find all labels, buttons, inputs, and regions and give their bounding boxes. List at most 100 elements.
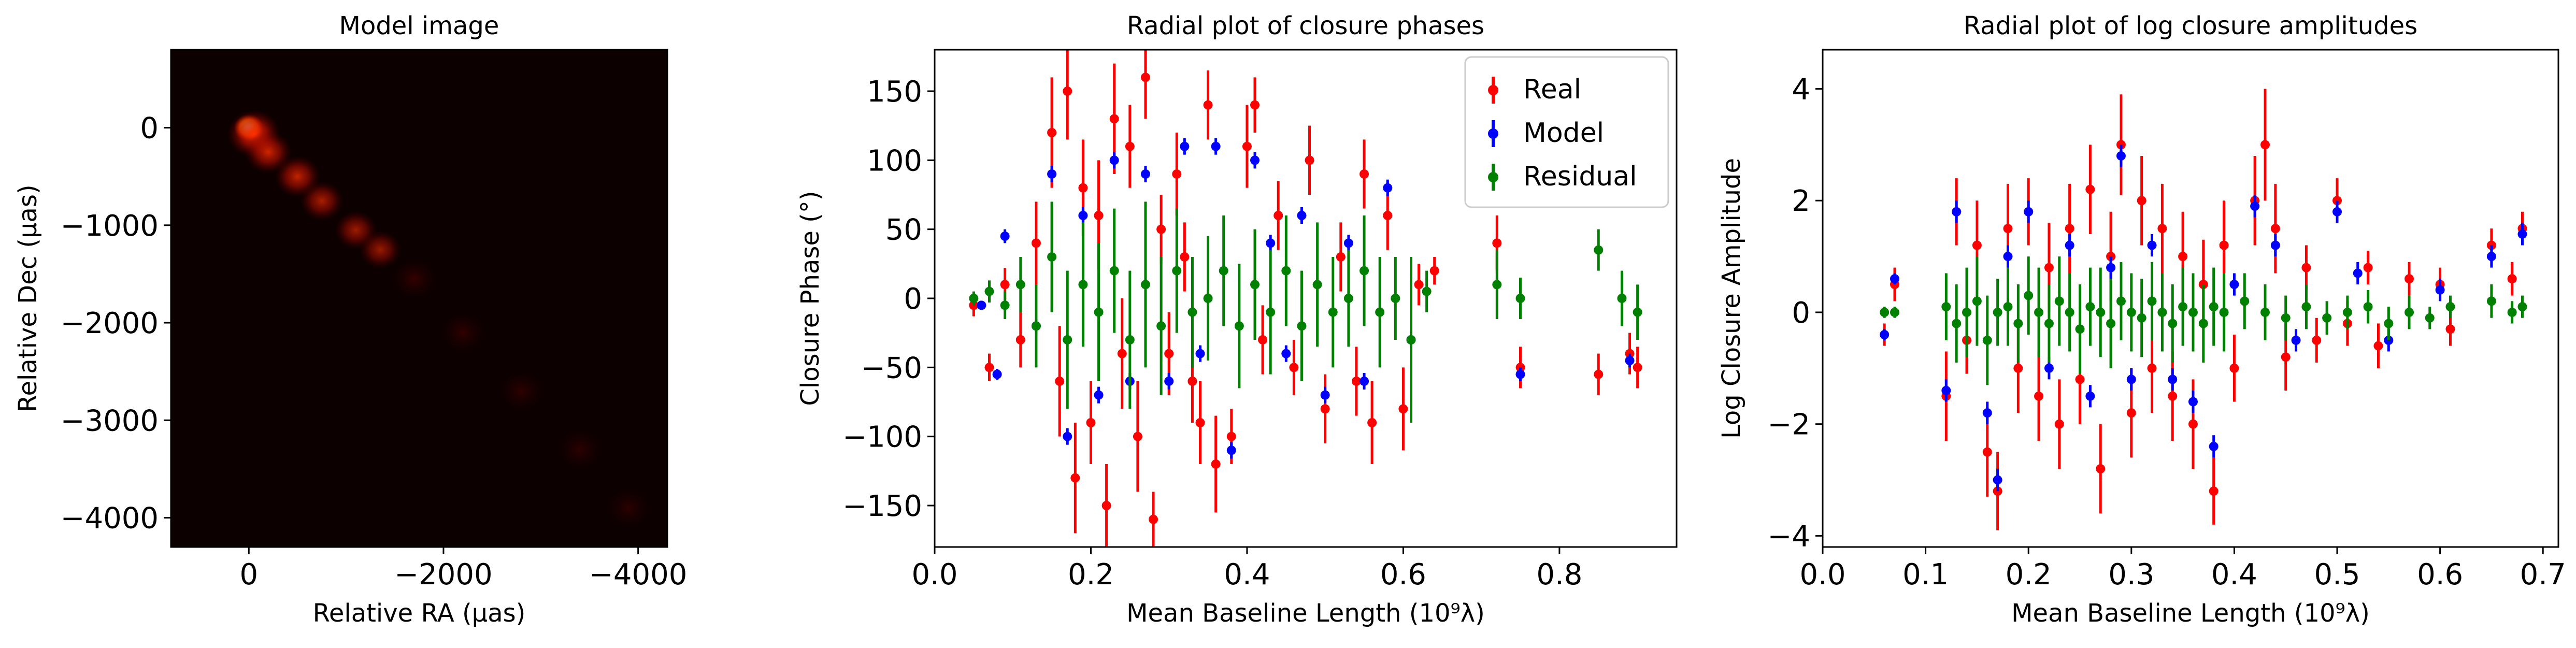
cp-point-model [1140, 169, 1150, 179]
la-point-real [2312, 335, 2322, 345]
cp-y-tick-label: 150 [867, 75, 922, 109]
la-point-model [1880, 330, 1890, 340]
cp-point-residual [1187, 307, 1197, 317]
panel2-xlabel: Mean Baseline Length (10⁹λ) [1126, 599, 1485, 628]
cp-point-real [1383, 211, 1393, 220]
cp-point-residual [1156, 321, 1166, 331]
la-point-residual [2126, 307, 2136, 317]
cp-point-model [1250, 155, 1260, 165]
cp-point-residual [1219, 266, 1228, 276]
la-point-residual [2137, 313, 2146, 323]
la-x-tick-label: 0.1 [1902, 558, 1949, 592]
la-point-real [1982, 447, 1992, 457]
la-point-residual [1880, 307, 1890, 317]
la-y-tick-label: −4 [1767, 520, 1810, 553]
cp-x-tick-label: 0.2 [1068, 558, 1114, 592]
cp-point-residual [1140, 280, 1150, 290]
la-point-residual [1962, 307, 1972, 317]
cp-point-real [1133, 431, 1142, 441]
cp-x-tick-label: 0.0 [911, 558, 957, 592]
closure-phase-data [969, 50, 1642, 547]
cp-point-residual [1422, 286, 1432, 296]
la-point-real [2507, 274, 2517, 284]
cp-point-residual [1250, 280, 1260, 290]
cp-point-model [1078, 211, 1088, 220]
la-y-tick-label: 4 [1792, 73, 1810, 107]
cp-point-real [1273, 211, 1283, 220]
la-point-residual [2085, 302, 2095, 312]
la-point-residual [2106, 319, 2116, 328]
la-point-model [2435, 285, 2445, 295]
la-point-residual [2486, 296, 2496, 306]
la-point-residual [2157, 307, 2167, 317]
la-point-real [2229, 363, 2239, 373]
cp-point-real [1117, 349, 1127, 358]
cp-point-residual [1172, 266, 1182, 276]
cp-point-residual [1266, 307, 1276, 317]
cp-point-model [977, 300, 986, 310]
la-point-residual [2281, 313, 2291, 323]
la-x-tick-label: 0.6 [2417, 558, 2463, 592]
cp-point-real [1211, 459, 1221, 469]
la-point-real [2188, 419, 2198, 429]
cp-point-residual [1312, 280, 1322, 290]
cp-point-model [1211, 141, 1221, 151]
la-point-residual [2209, 302, 2219, 312]
la-point-real [2373, 341, 2383, 351]
cp-point-real [1055, 377, 1065, 386]
cp-point-real [1172, 169, 1182, 179]
cp-series-real [969, 50, 1642, 547]
cp-point-residual [1094, 307, 1104, 317]
image-x-ticks: 0 −2000 −4000 [239, 547, 687, 592]
panel1-title: Model image [339, 11, 499, 40]
cp-point-real [1336, 252, 1346, 262]
la-point-real [2054, 419, 2064, 429]
cp-point-model [1297, 211, 1307, 220]
la-point-real [2281, 352, 2291, 362]
la-point-real [2147, 363, 2157, 373]
cp-point-model [1383, 183, 1393, 193]
legend: Real Model Residual [1464, 56, 1669, 208]
image-component [498, 370, 545, 412]
la-point-real [2168, 391, 2178, 401]
cp-point-residual [1015, 280, 1025, 290]
cp-point-model [1515, 369, 1525, 379]
cp-point-residual [1203, 294, 1213, 303]
cp-point-residual [1047, 252, 1057, 262]
la-point-residual [2425, 313, 2435, 323]
cp-point-residual [1281, 266, 1291, 276]
la-x-tick-label: 0.2 [2006, 558, 2052, 592]
la-point-model [2188, 397, 2198, 407]
cp-point-model [1094, 390, 1104, 400]
la-point-real [2075, 375, 2085, 384]
la-x-tick-label: 0.0 [1799, 558, 1845, 592]
cp-point-real [1429, 266, 1439, 276]
la-point-residual [1982, 335, 1992, 345]
la-point-residual [2384, 319, 2394, 328]
cp-point-residual [984, 286, 994, 296]
cp-point-model [1281, 349, 1291, 358]
panel3-xlabel: Mean Baseline Length (10⁹λ) [2011, 599, 2370, 628]
cp-y-ticks: −150 −100 −50 0 50 100 150 [842, 75, 935, 523]
la-point-residual [2054, 296, 2064, 306]
cp-point-model [1063, 431, 1072, 441]
cp-point-residual [1359, 266, 1369, 276]
cp-point-real [1140, 73, 1150, 82]
la-point-residual [2363, 302, 2373, 312]
cp-point-residual [1297, 321, 1307, 331]
image-y-ticks: 0 −1000 −2000 −3000 −4000 [61, 112, 171, 536]
cp-point-model [1266, 238, 1276, 248]
la-point-model [2291, 335, 2301, 345]
la-point-residual [2517, 302, 2527, 312]
cp-point-residual [1492, 280, 1502, 290]
la-point-model [1890, 274, 1900, 284]
cp-point-model [1343, 238, 1353, 248]
cp-point-real [1070, 473, 1080, 483]
cp-point-real [1594, 369, 1604, 379]
la-point-residual [1890, 307, 1900, 317]
cp-point-model [1359, 377, 1369, 386]
cp-point-real [1305, 155, 1314, 165]
la-point-real [2137, 196, 2146, 206]
la-point-residual [2168, 319, 2178, 328]
cp-point-real [1031, 238, 1041, 248]
